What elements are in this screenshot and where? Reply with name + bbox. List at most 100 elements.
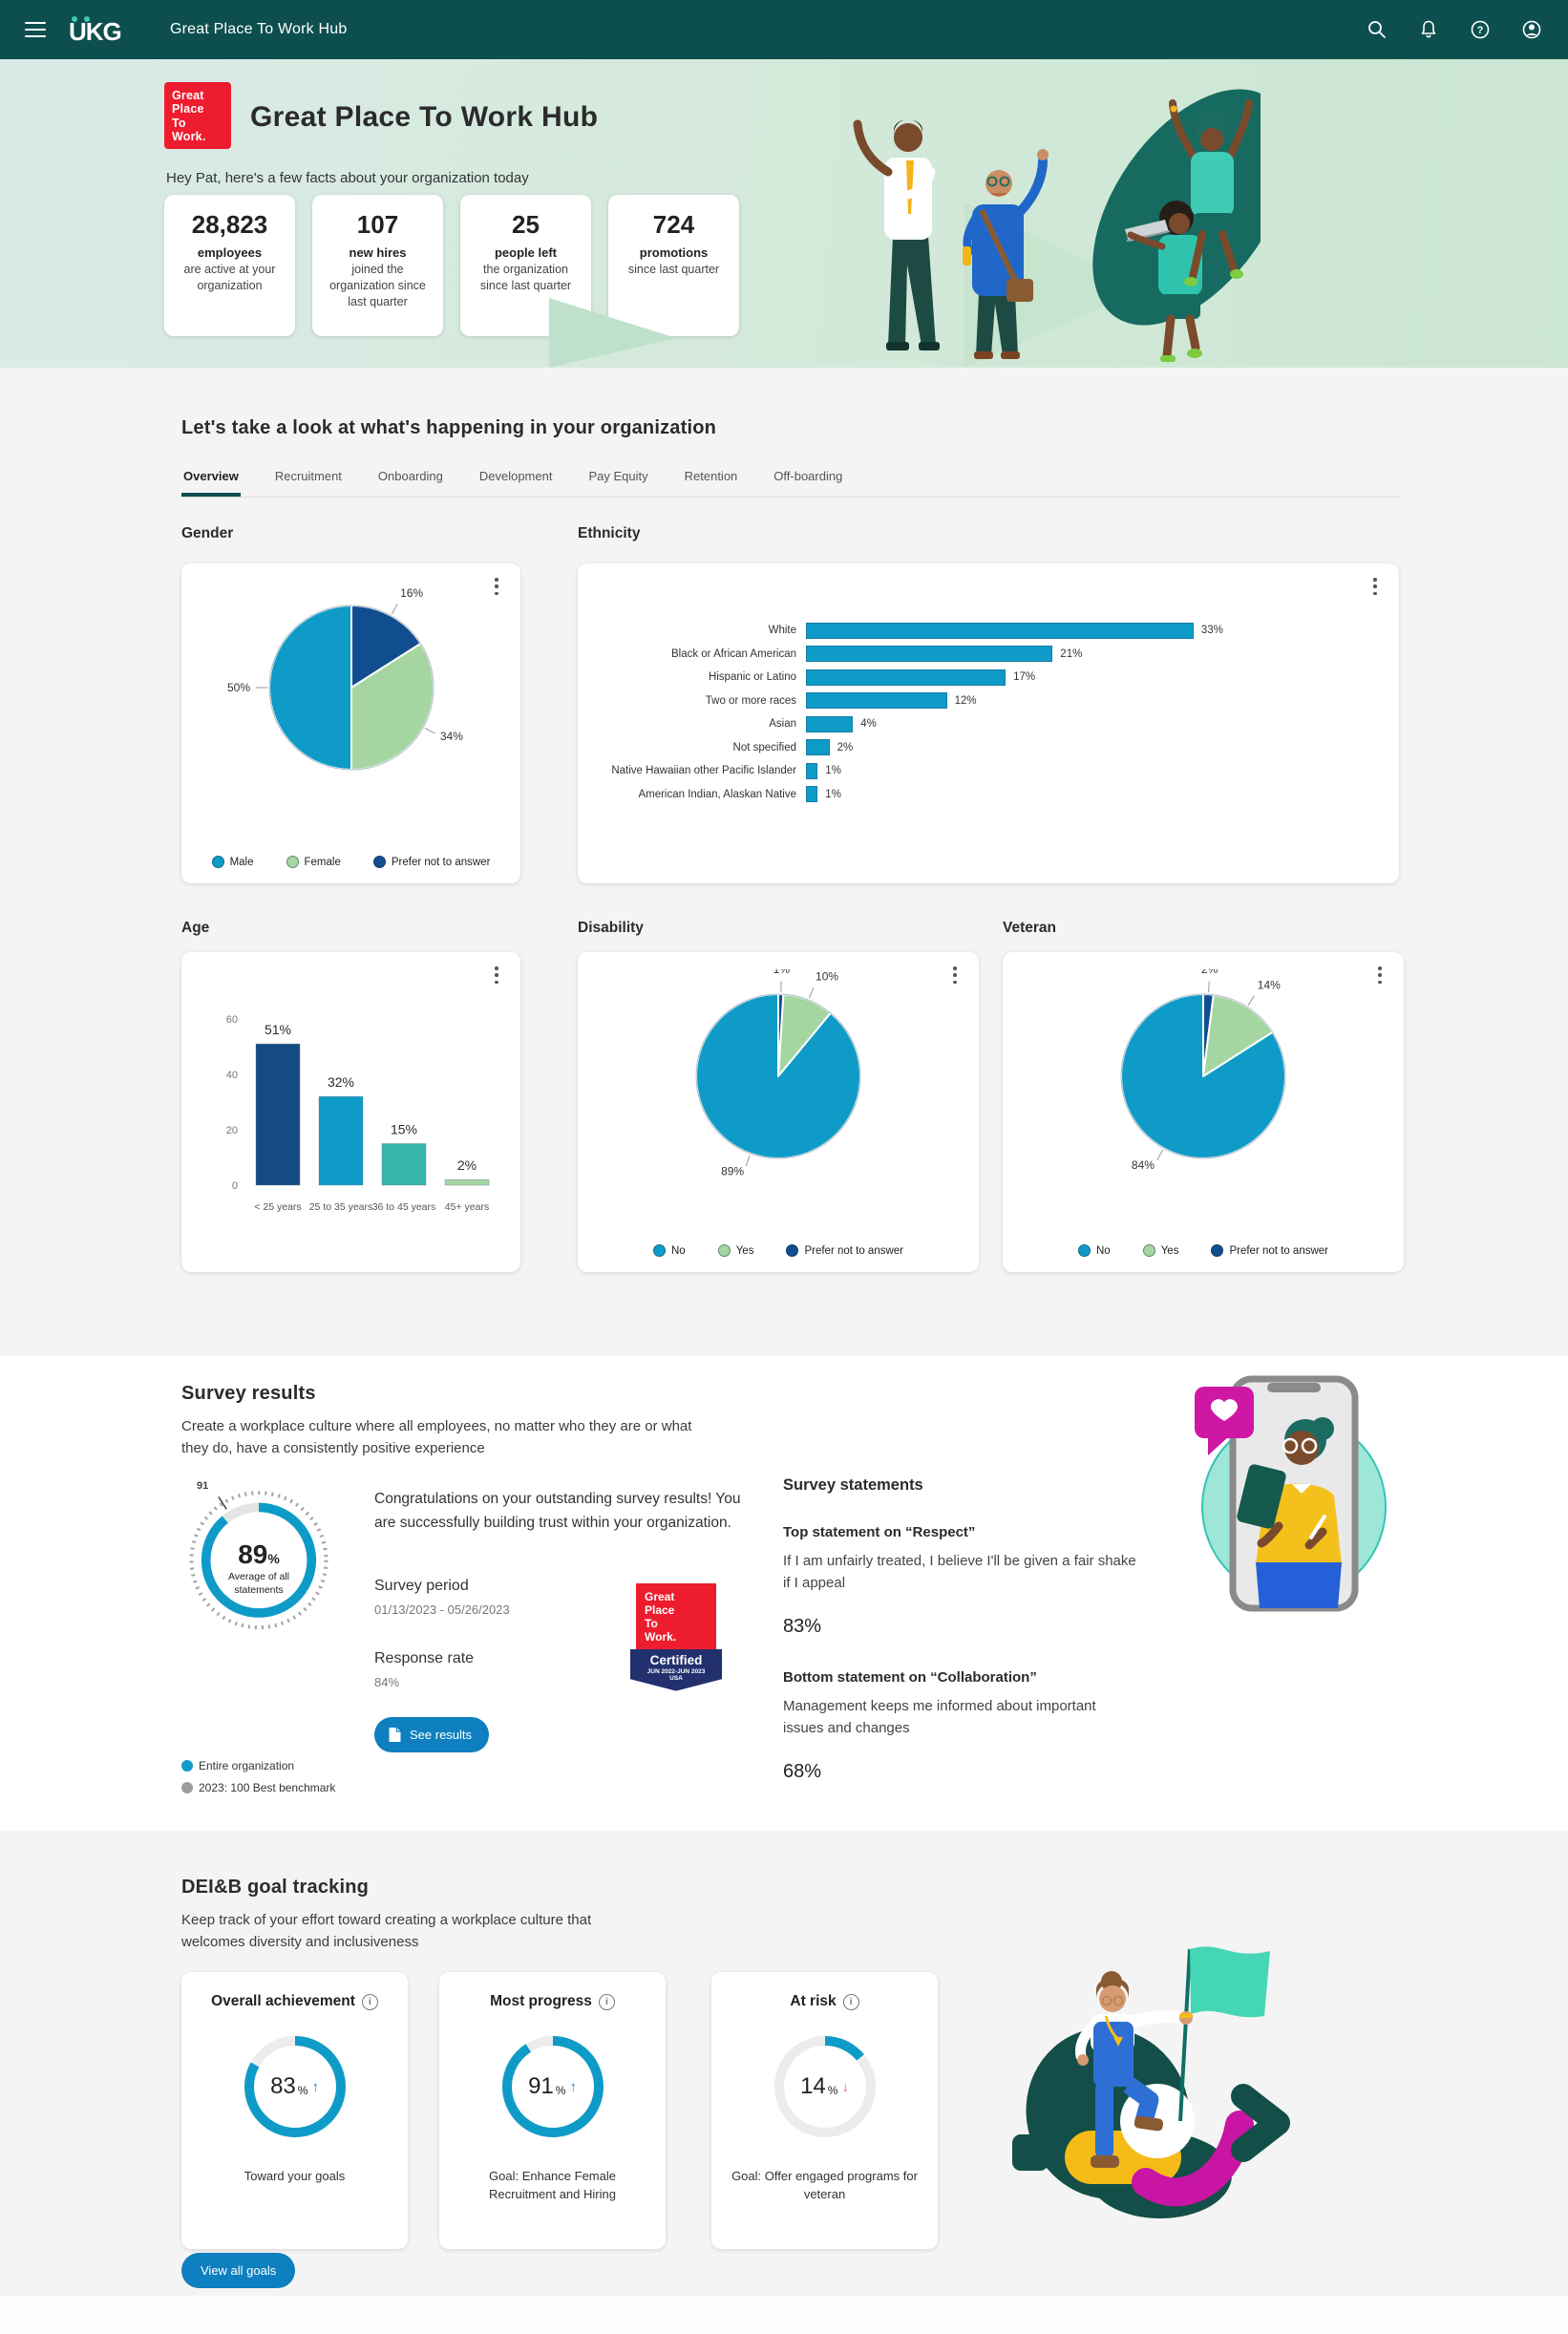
tab-onboarding[interactable]: Onboarding bbox=[377, 469, 443, 483]
goal-card-at-risk: At risk i 14 % ↓ Goal: Offer engaged prog… bbox=[711, 1972, 938, 2249]
veteran-pie-chart: 2% 14% 84% bbox=[1003, 969, 1404, 1206]
gender-chart-legend: Male Female Prefer not to answer bbox=[181, 856, 520, 868]
hamburger-menu-icon[interactable] bbox=[25, 22, 46, 37]
app-title: Great Place To Work Hub bbox=[170, 21, 348, 37]
kebab-menu-icon[interactable] bbox=[488, 965, 505, 985]
legend-label: Entire organization bbox=[199, 1759, 295, 1772]
bar bbox=[806, 786, 818, 803]
gender-pie-svg: 16% 34% 50% bbox=[226, 586, 463, 771]
gptw-logo-line: Work. bbox=[172, 130, 206, 144]
ethnicity-chart-card: White 33% Black or African American 21% Hisp… bbox=[578, 563, 1399, 883]
ring-value: 14 bbox=[800, 2073, 826, 2099]
bar bbox=[255, 1043, 300, 1186]
svg-text:< 25 years: < 25 years bbox=[254, 1201, 301, 1213]
stat-label: people left bbox=[494, 245, 557, 260]
goal-card-title: Overall achievement bbox=[211, 1993, 355, 2009]
stat-label: promotions bbox=[639, 245, 709, 260]
gender-chart-title: Gender bbox=[181, 525, 234, 541]
gptw-badge-logo: Great Place To Work. bbox=[636, 1583, 716, 1650]
certified-label: Certified bbox=[649, 1652, 703, 1667]
hero-section: Great Place To Work. Great Place To Work… bbox=[0, 59, 1568, 368]
bar-row: White 33% bbox=[601, 619, 1376, 643]
bar bbox=[806, 692, 947, 710]
goal-card-title: At risk bbox=[790, 1993, 837, 2009]
stat-desc: since last quarter bbox=[627, 263, 720, 276]
pie-label: 89% bbox=[721, 1165, 744, 1178]
pie-label: 84% bbox=[1132, 1158, 1155, 1172]
tab-recruitment[interactable]: Recruitment bbox=[274, 469, 342, 483]
progress-ring bbox=[770, 2031, 880, 2147]
bottom-statement-title: Bottom statement on “Collaboration” bbox=[783, 1669, 1037, 1686]
disability-chart-title: Disability bbox=[578, 920, 644, 936]
age-bar-svg: 0 20 40 60 51% < 25 years 32% 25 to 35 years 15%… bbox=[225, 1014, 489, 1213]
goal-card-title: Most progress bbox=[490, 1993, 592, 2009]
gptw-logo-line: To bbox=[172, 116, 186, 130]
svg-text:60: 60 bbox=[225, 1014, 237, 1026]
dei-illustration bbox=[1012, 1946, 1290, 2218]
stat-desc: the organization since last quarter bbox=[479, 263, 572, 292]
svg-text:51%: 51% bbox=[264, 1022, 290, 1037]
svg-text:UKG: UKG bbox=[69, 17, 121, 45]
disability-chart-card: 1% 10% 89% No Yes Prefer not to answer bbox=[578, 952, 979, 1272]
stat-cards: 28,823 employees are active at your orga… bbox=[164, 195, 739, 336]
kebab-menu-icon[interactable] bbox=[488, 577, 505, 596]
ukg-logo: UKG bbox=[69, 14, 149, 45]
tab-development[interactable]: Development bbox=[478, 469, 553, 483]
org-overview-section: Let's take a look at what's happening in… bbox=[0, 368, 1568, 1356]
pie-slice bbox=[267, 605, 352, 771]
info-icon[interactable]: i bbox=[842, 1993, 859, 2010]
bar-row: Hispanic or Latino 17% bbox=[601, 666, 1376, 690]
tab-pay-equity[interactable]: Pay Equity bbox=[588, 469, 648, 483]
certified-country: USA bbox=[669, 1674, 683, 1682]
ring-value: 91 bbox=[528, 2073, 554, 2099]
info-icon[interactable]: i bbox=[598, 1993, 615, 2010]
survey-desc: Create a workplace culture where all emp… bbox=[181, 1418, 692, 1457]
tab-retention[interactable]: Retention bbox=[684, 469, 738, 483]
stat-label: employees bbox=[197, 245, 263, 260]
svg-text:15%: 15% bbox=[390, 1122, 416, 1137]
ring-svg bbox=[244, 2036, 346, 2137]
progress-ring bbox=[240, 2031, 350, 2147]
stat-value: 724 bbox=[652, 210, 695, 239]
account-icon[interactable] bbox=[1520, 18, 1543, 41]
kebab-menu-icon[interactable] bbox=[1367, 577, 1384, 596]
trend-up-icon: ↑ bbox=[569, 2078, 577, 2095]
bar-row: Black or African American 21% bbox=[601, 643, 1376, 667]
legend-item: Prefer not to answer bbox=[1211, 1244, 1328, 1257]
veteran-chart-card: 2% 14% 84% No Yes Prefer not to answer bbox=[1003, 952, 1404, 1272]
gptw-badge-ribbon: Certified JUN 2022-JUN 2023 USA bbox=[630, 1648, 722, 1691]
legend-item: Yes bbox=[717, 1244, 753, 1257]
pie-label: 50% bbox=[226, 681, 249, 694]
see-results-button[interactable]: See results bbox=[374, 1717, 490, 1752]
ring-value: 83 bbox=[270, 2073, 296, 2099]
bar bbox=[318, 1095, 363, 1186]
view-all-goals-button[interactable]: View all goals bbox=[181, 2253, 296, 2288]
disability-pie-chart: 1% 10% 89% bbox=[578, 969, 979, 1206]
top-app-bar: UKG Great Place To Work Hub ? bbox=[0, 0, 1568, 59]
svg-text:45+ years: 45+ years bbox=[444, 1201, 488, 1213]
progress-ring bbox=[498, 2031, 608, 2147]
tab-overview[interactable]: Overview bbox=[181, 463, 241, 497]
notifications-icon[interactable] bbox=[1417, 18, 1440, 41]
search-icon[interactable] bbox=[1366, 18, 1388, 41]
kebab-menu-icon[interactable] bbox=[946, 965, 964, 985]
bar bbox=[806, 622, 1194, 639]
stat-card-promotions: 724 promotions since last quarter bbox=[608, 195, 739, 336]
legend-item: No bbox=[652, 1244, 686, 1257]
info-icon[interactable]: i bbox=[361, 1993, 378, 2010]
tab-off-boarding[interactable]: Off-boarding bbox=[773, 469, 843, 483]
disability-chart-legend: No Yes Prefer not to answer bbox=[578, 1244, 979, 1257]
ring-svg bbox=[501, 2036, 604, 2137]
survey-statements-heading: Survey statements bbox=[783, 1476, 923, 1494]
pie-label: 2% bbox=[1201, 969, 1218, 976]
document-icon bbox=[389, 1728, 401, 1742]
bar-row: Asian 4% bbox=[601, 712, 1376, 736]
footer-strip bbox=[0, 2296, 1568, 2334]
help-icon[interactable]: ? bbox=[1469, 18, 1492, 41]
svg-text:40: 40 bbox=[225, 1070, 237, 1081]
bar-row: American Indian, Alaskan Native 1% bbox=[601, 783, 1376, 807]
kebab-menu-icon[interactable] bbox=[1371, 965, 1388, 985]
ukg-logo-icon: UKG bbox=[69, 16, 122, 45]
legend-item: 2023: 100 Best benchmark bbox=[181, 1781, 335, 1794]
stat-value: 25 bbox=[512, 210, 540, 239]
